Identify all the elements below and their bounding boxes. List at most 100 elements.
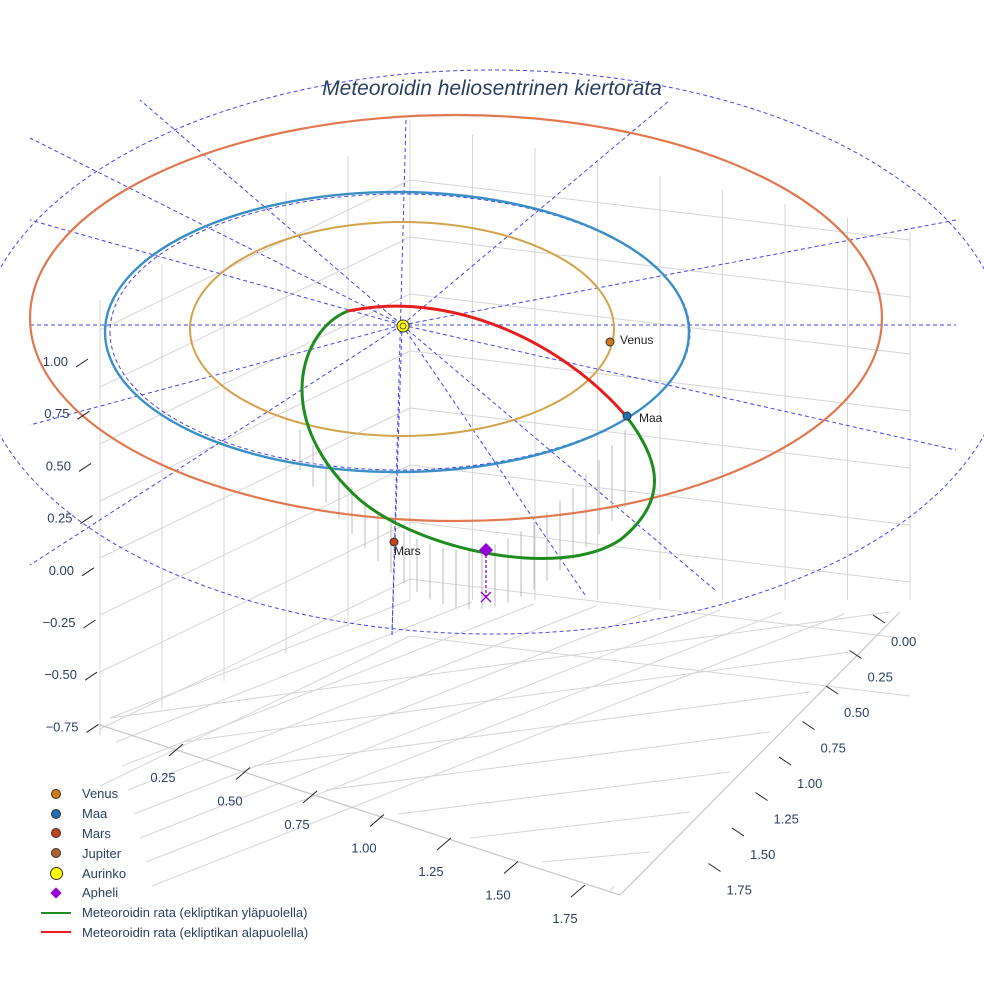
grid-line [99, 521, 411, 673]
ecliptic-outer-ring [0, 69, 984, 635]
legend-label: Meteoroidin rata (ekliptikan yläpuolella… [82, 905, 308, 921]
grid-line [541, 851, 651, 863]
legend-symbol [36, 848, 76, 859]
chart-title: Meteoroidin heliosentrinen kiertorata [322, 77, 662, 100]
grid-line [151, 613, 845, 887]
grid-line [109, 599, 411, 719]
grid-line [99, 350, 411, 502]
z-tick-mark [80, 515, 93, 525]
z-tick-label: −0.50 [44, 667, 77, 682]
orbits [28, 113, 884, 523]
grid-line [409, 407, 911, 469]
grid-line [133, 607, 659, 815]
sun-marker [396, 319, 410, 333]
mars-label: Mars [394, 544, 421, 558]
legend-dot-swatch [51, 788, 61, 799]
venus-orbit [189, 221, 616, 437]
planet-markers: Venus Maa Mars [389, 319, 663, 558]
legend-label: Jupiter [82, 845, 122, 861]
z-tick-mark [81, 567, 95, 577]
legend-symbol [36, 931, 76, 934]
x-tick-mark [168, 743, 184, 757]
legend-item[interactable]: Aurinko [36, 863, 308, 883]
legend-item[interactable]: Jupiter [36, 843, 308, 863]
mars-orbit [28, 113, 884, 523]
ecliptic-axis-vertical [391, 119, 407, 636]
y-tick-mark [708, 863, 721, 872]
y-tick-label: 0.25 [868, 670, 893, 685]
venus-marker [605, 337, 615, 347]
legend-line-swatch [41, 931, 71, 934]
grid-line [409, 464, 911, 526]
grid-line [99, 635, 411, 787]
mars-marker [389, 537, 399, 547]
earth-marker [622, 411, 632, 421]
z-tick-label: −0.75 [46, 719, 79, 734]
y-tick-label: 0.50 [844, 705, 869, 720]
ecliptic-ray [401, 219, 957, 326]
x-tick-label: 1.00 [351, 841, 376, 856]
x-tick-label: 0.50 [217, 794, 242, 809]
meteoroid-orbit [300, 304, 656, 561]
y-tick-mark [849, 650, 862, 659]
legend-dot-swatch [49, 866, 63, 880]
z-tick-mark [75, 358, 89, 368]
y-tick-mark [825, 685, 839, 695]
x-tick-mark [570, 884, 586, 898]
ecliptic-ray [29, 137, 403, 326]
ecliptic-ray [29, 324, 403, 566]
z-tick-mark [78, 462, 92, 472]
legend-symbol [36, 828, 76, 839]
legend-item[interactable]: Venus [36, 784, 308, 804]
earth-orbit [103, 190, 691, 474]
grid-line [325, 731, 771, 791]
ecliptic-ray [391, 324, 403, 636]
legend-item[interactable]: Mars [36, 824, 308, 844]
legend-label: Maa [82, 806, 108, 822]
grid-line [145, 611, 783, 863]
x-tick-mark [503, 861, 519, 874]
sun-core [399, 322, 407, 330]
z-tick-mark [83, 619, 96, 629]
grid-line [99, 407, 411, 559]
x-tick-mark [369, 814, 385, 827]
grid-line [99, 236, 411, 388]
grid-line [409, 179, 911, 241]
x-tick-label: 0.75 [284, 817, 309, 832]
legend: Venus Maa Mars Jupiter Aurinko Apheli Meteoroi… [36, 784, 308, 942]
grid-line [99, 464, 411, 616]
grid-line [409, 350, 911, 412]
grid-line [409, 293, 911, 355]
z-tick-label: 0.25 [47, 511, 72, 526]
x-tick-label: 0.25 [150, 770, 175, 785]
x-tick-label: 1.50 [485, 888, 510, 903]
legend-dot-swatch [51, 848, 61, 859]
legend-symbol [36, 866, 76, 880]
grid-line [469, 811, 691, 839]
y-tick-mark [778, 756, 792, 766]
grid-line [139, 609, 721, 839]
earth-label: Maa [639, 411, 663, 425]
ecliptic-ray [29, 219, 403, 326]
grid-planes [99, 120, 911, 896]
grid-line [409, 236, 911, 298]
ecliptic-ray [401, 324, 586, 596]
y-tick-label: 0.75 [821, 741, 846, 756]
x-tick-mark [302, 790, 318, 804]
grid-line [409, 578, 911, 640]
legend-item[interactable]: Maa [36, 804, 308, 824]
legend-item[interactable]: Apheli [36, 883, 308, 903]
grid-line [99, 179, 411, 331]
y-tick-label: 0.00 [891, 634, 916, 649]
y-tick-label: 1.00 [797, 776, 822, 791]
ecliptic-ray [401, 99, 671, 326]
z-tick-mark [86, 723, 99, 733]
y-tick-label: 1.25 [774, 812, 799, 827]
y-tick-mark [731, 827, 745, 837]
legend-item[interactable]: Meteoroidin rata (ekliptikan yläpuolella… [36, 903, 308, 923]
legend-label: Mars [82, 825, 111, 841]
legend-item[interactable]: Meteoroidin rata (ekliptikan alapuolella… [36, 923, 308, 943]
z-tick-mark [84, 671, 98, 681]
z-tick-label: 0.50 [46, 458, 71, 473]
